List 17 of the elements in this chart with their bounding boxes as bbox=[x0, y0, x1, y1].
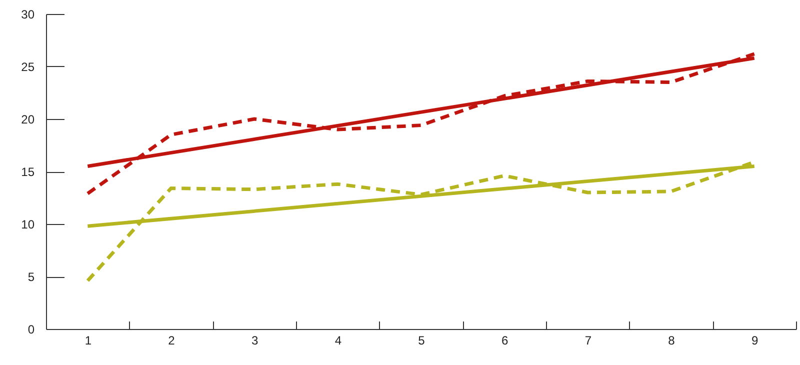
x-tick-label: 2 bbox=[168, 334, 176, 348]
y-tick-label: 25 bbox=[21, 60, 35, 74]
y-tick-label: 30 bbox=[21, 8, 35, 22]
x-tick-label: 9 bbox=[751, 334, 758, 348]
y-tick-label: 5 bbox=[28, 270, 35, 284]
y-tick-label: 10 bbox=[21, 218, 35, 232]
x-tick-label: 7 bbox=[584, 334, 592, 348]
x-tick-label: 5 bbox=[418, 334, 426, 348]
x-tick-label: 8 bbox=[668, 334, 676, 348]
x-tick-label: 4 bbox=[334, 334, 342, 348]
x-tick-label: 3 bbox=[251, 334, 258, 348]
line-series bbox=[86, 52, 756, 196]
x-tick-label: 6 bbox=[501, 334, 508, 348]
x-tick-label: 1 bbox=[84, 334, 92, 348]
y-tick-label: 0 bbox=[28, 322, 35, 336]
y-tick-label: 15 bbox=[21, 165, 35, 179]
y-tick-label: 20 bbox=[21, 112, 35, 126]
